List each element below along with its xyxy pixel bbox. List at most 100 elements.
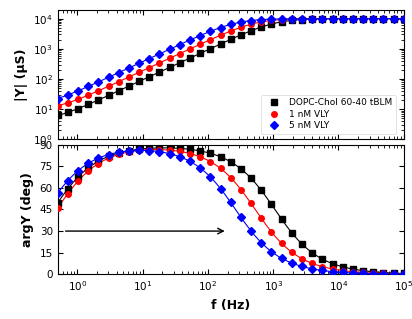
1 nM VLY <box>279 18 284 21</box>
DOPC-Chol 60-40 tBLM <box>75 107 80 110</box>
5 nM VLY <box>218 26 223 29</box>
1 nM VLY <box>75 97 80 101</box>
5 nM VLY <box>66 93 70 97</box>
5 nM VLY <box>340 17 345 20</box>
DOPC-Chol 60-40 tBLM <box>371 17 376 20</box>
DOPC-Chol 60-40 tBLM <box>360 17 365 21</box>
DOPC-Chol 60-40 tBLM <box>137 79 142 83</box>
1 nM VLY <box>218 33 223 37</box>
5 nM VLY <box>239 20 243 24</box>
DOPC-Chol 60-40 tBLM <box>157 70 162 74</box>
DOPC-Chol 60-40 tBLM <box>320 17 325 21</box>
1 nM VLY <box>198 42 203 46</box>
1 nM VLY <box>208 38 213 41</box>
1 nM VLY <box>228 29 233 33</box>
DOPC-Chol 60-40 tBLM <box>259 25 264 29</box>
1 nM VLY <box>340 17 345 21</box>
1 nM VLY <box>116 80 121 84</box>
5 nM VLY <box>360 17 365 20</box>
1 nM VLY <box>248 22 253 26</box>
DOPC-Chol 60-40 tBLM <box>310 17 315 21</box>
DOPC-Chol 60-40 tBLM <box>239 33 243 37</box>
DOPC-Chol 60-40 tBLM <box>279 20 284 24</box>
5 nM VLY <box>228 23 233 26</box>
Line: DOPC-Chol 60-40 tBLM: DOPC-Chol 60-40 tBLM <box>55 16 407 118</box>
5 nM VLY <box>86 85 91 88</box>
DOPC-Chol 60-40 tBLM <box>300 18 304 21</box>
1 nM VLY <box>350 17 355 20</box>
5 nM VLY <box>289 17 294 21</box>
1 nM VLY <box>96 89 101 93</box>
DOPC-Chol 60-40 tBLM <box>106 93 111 97</box>
DOPC-Chol 60-40 tBLM <box>198 51 203 55</box>
DOPC-Chol 60-40 tBLM <box>208 47 213 50</box>
DOPC-Chol 60-40 tBLM <box>330 17 335 21</box>
1 nM VLY <box>259 20 264 24</box>
1 nM VLY <box>239 26 243 29</box>
1 nM VLY <box>371 17 376 20</box>
Line: 1 nM VLY: 1 nM VLY <box>55 16 407 108</box>
DOPC-Chol 60-40 tBLM <box>86 102 91 106</box>
Line: 5 nM VLY: 5 nM VLY <box>55 16 407 101</box>
1 nM VLY <box>289 17 294 21</box>
1 nM VLY <box>157 61 162 65</box>
5 nM VLY <box>401 17 406 20</box>
DOPC-Chol 60-40 tBLM <box>248 29 253 33</box>
5 nM VLY <box>75 89 80 93</box>
1 nM VLY <box>187 47 192 51</box>
Legend: DOPC-Chol 60-40 tBLM, 1 nM VLY, 5 nM VLY: DOPC-Chol 60-40 tBLM, 1 nM VLY, 5 nM VLY <box>261 95 396 134</box>
5 nM VLY <box>279 17 284 21</box>
DOPC-Chol 60-40 tBLM <box>350 17 355 21</box>
1 nM VLY <box>106 84 111 88</box>
DOPC-Chol 60-40 tBLM <box>147 75 152 78</box>
DOPC-Chol 60-40 tBLM <box>126 84 131 88</box>
5 nM VLY <box>391 17 396 20</box>
DOPC-Chol 60-40 tBLM <box>96 98 101 102</box>
5 nM VLY <box>116 71 121 75</box>
1 nM VLY <box>391 17 396 20</box>
DOPC-Chol 60-40 tBLM <box>269 22 274 26</box>
1 nM VLY <box>269 19 274 22</box>
1 nM VLY <box>330 17 335 21</box>
5 nM VLY <box>208 29 213 33</box>
1 nM VLY <box>360 17 365 20</box>
DOPC-Chol 60-40 tBLM <box>340 17 345 21</box>
5 nM VLY <box>167 47 172 51</box>
5 nM VLY <box>381 17 386 20</box>
5 nM VLY <box>300 17 304 21</box>
1 nM VLY <box>55 104 60 108</box>
DOPC-Chol 60-40 tBLM <box>289 19 294 22</box>
Y-axis label: argY (deg): argY (deg) <box>21 172 34 247</box>
DOPC-Chol 60-40 tBLM <box>177 61 182 64</box>
5 nM VLY <box>137 61 142 65</box>
DOPC-Chol 60-40 tBLM <box>381 17 386 20</box>
DOPC-Chol 60-40 tBLM <box>187 56 192 60</box>
1 nM VLY <box>86 93 91 97</box>
DOPC-Chol 60-40 tBLM <box>391 17 396 20</box>
5 nM VLY <box>259 18 264 22</box>
1 nM VLY <box>381 17 386 20</box>
5 nM VLY <box>198 33 203 37</box>
1 nM VLY <box>320 17 325 21</box>
5 nM VLY <box>310 17 315 21</box>
1 nM VLY <box>167 56 172 60</box>
5 nM VLY <box>106 75 111 79</box>
Y-axis label: |Y| (μS): |Y| (μS) <box>15 48 28 101</box>
DOPC-Chol 60-40 tBLM <box>66 110 70 114</box>
5 nM VLY <box>371 17 376 20</box>
DOPC-Chol 60-40 tBLM <box>55 114 60 117</box>
5 nM VLY <box>350 17 355 20</box>
5 nM VLY <box>177 43 182 47</box>
1 nM VLY <box>147 66 152 70</box>
5 nM VLY <box>126 66 131 70</box>
5 nM VLY <box>55 97 60 100</box>
1 nM VLY <box>300 17 304 21</box>
5 nM VLY <box>269 17 274 21</box>
DOPC-Chol 60-40 tBLM <box>116 89 121 93</box>
DOPC-Chol 60-40 tBLM <box>218 42 223 46</box>
1 nM VLY <box>177 52 182 56</box>
5 nM VLY <box>147 57 152 61</box>
5 nM VLY <box>248 19 253 22</box>
1 nM VLY <box>66 101 70 105</box>
1 nM VLY <box>401 17 406 20</box>
